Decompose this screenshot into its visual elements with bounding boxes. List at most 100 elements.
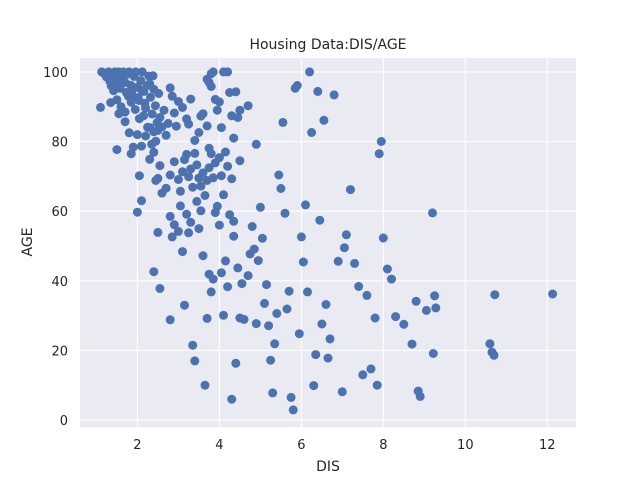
data-point [223,67,233,77]
data-point [366,364,376,374]
data-point [278,117,288,127]
data-point [206,149,216,159]
data-point [251,139,261,149]
data-point [190,148,200,158]
data-point [292,81,302,90]
data-point [301,200,310,210]
data-point [323,353,333,363]
data-point [200,380,210,390]
data-point [229,133,239,143]
data-point [319,115,329,125]
data-point [216,171,226,181]
data-point [225,210,235,220]
data-point [214,97,224,107]
data-point [184,172,194,182]
data-point [202,313,212,323]
data-point [184,119,194,129]
data-point [387,274,396,284]
data-point [374,149,384,159]
y-tick-labels: 0 20 40 60 80 100 [43,66,68,429]
x-tick-label: 8 [379,438,387,453]
data-point [341,230,351,240]
x-tick-labels: 2 4 6 8 10 12 [133,438,555,453]
data-point [124,128,134,138]
data-point [112,145,122,155]
data-point [249,244,259,254]
data-point [192,160,202,170]
data-point [362,290,372,300]
data-point [305,67,315,77]
data-point [149,147,159,157]
y-tick-label: 40 [51,275,68,290]
data-point [407,339,417,349]
data-point [354,281,364,291]
data-point [288,405,298,415]
data-point [382,264,392,274]
data-point [137,141,146,151]
data-point [165,170,175,180]
data-point [169,157,179,167]
data-point [325,334,335,344]
data-point [274,170,284,180]
data-point [131,67,141,77]
data-point [266,355,276,365]
data-point [196,206,206,216]
data-point [376,137,386,146]
data-point [548,289,558,299]
data-point [329,90,339,100]
data-point [153,173,163,183]
data-point [231,358,241,368]
data-point [350,258,360,268]
data-point [208,173,218,183]
data-point [251,319,261,329]
data-point [415,391,425,401]
data-point [247,222,257,231]
y-tick-label: 20 [51,344,68,359]
data-point [132,130,142,140]
data-point [132,207,142,217]
data-point [159,105,169,115]
data-point [280,208,290,218]
data-point [370,313,380,323]
data-point [237,279,247,289]
x-tick-label: 2 [133,438,141,453]
data-point [411,296,421,306]
data-point [317,319,327,329]
data-point [229,216,239,226]
gridlines [80,58,576,427]
data-point [214,220,224,230]
data-point [219,190,228,200]
data-point [141,131,151,141]
data-points [96,67,558,415]
data-point [151,136,161,146]
y-tick-label: 0 [60,414,68,429]
data-point [255,202,265,212]
data-point [173,226,183,236]
data-point [284,286,294,296]
data-point [161,183,171,193]
data-point [139,111,148,121]
data-point [130,105,140,114]
data-point [253,256,263,266]
data-point [339,243,349,253]
y-tick-label: 100 [43,66,68,81]
data-point [227,174,237,184]
data-point [219,310,228,320]
data-point [227,394,237,404]
data-point [221,147,230,157]
data-point [257,233,267,243]
data-point [233,263,243,273]
data-point [276,184,286,193]
data-point [358,370,368,380]
data-point [147,109,157,119]
data-point [155,161,165,171]
data-point [307,128,317,137]
data-point [282,304,292,314]
data-point [294,329,304,339]
data-point [239,314,249,324]
data-point [182,209,192,219]
data-point [150,101,160,111]
data-point [313,86,323,96]
data-point [171,121,181,131]
data-point [309,381,319,391]
